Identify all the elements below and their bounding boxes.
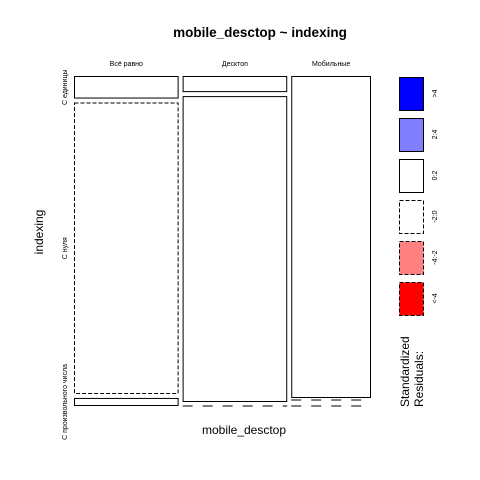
tile-0-0 — [75, 77, 179, 99]
x-category-label-1: Десктоп — [222, 61, 248, 68]
x-category-labels: Всё равно Десктоп Мобильные — [110, 60, 351, 68]
legend-swatch-4 — [400, 242, 424, 275]
legend-label-1: 2:4 — [432, 130, 439, 140]
tile-0-1 — [75, 103, 179, 393]
residuals-legend: >4 2:4 0:2 -2:0 -4:-2 <-4 Standardized Residual… — [398, 78, 439, 408]
x-category-label-0: Всё равно — [110, 61, 143, 68]
legend-label-0: >4 — [432, 89, 439, 97]
legend-swatch-2 — [400, 160, 424, 193]
legend-title-line-0: Standardized — [398, 336, 412, 407]
legend-swatch-5 — [400, 283, 424, 316]
legend-swatch-1 — [400, 119, 424, 152]
legend-label-5: <-4 — [432, 293, 439, 303]
legend-label-3: -2:0 — [432, 210, 439, 222]
tile-0-2 — [75, 398, 179, 405]
y-category-label-1: С нуля — [62, 237, 69, 259]
x-axis-label: mobile_desctop — [202, 423, 286, 437]
y-category-label-0: С единицы — [62, 69, 69, 105]
x-category-label-2: Мобильные — [312, 60, 350, 68]
tile-2-0 — [292, 77, 371, 398]
mosaic-tiles — [75, 77, 372, 407]
tile-1-0 — [183, 77, 287, 92]
tile-1-1 — [183, 97, 287, 402]
y-axis-label: indexing — [32, 210, 46, 255]
legend-label-2: 0:2 — [432, 171, 439, 181]
legend-title-line-1: Residuals: — [412, 351, 426, 407]
legend-label-4: -4:-2 — [432, 250, 439, 265]
y-category-labels: С единицы С нуля С произвольного числа — [62, 69, 69, 439]
legend-swatch-3 — [400, 201, 424, 234]
legend-swatch-0 — [400, 78, 424, 111]
chart-title: mobile_desctop ~ indexing — [173, 25, 347, 40]
y-category-label-2: С произвольного числа — [62, 364, 69, 440]
